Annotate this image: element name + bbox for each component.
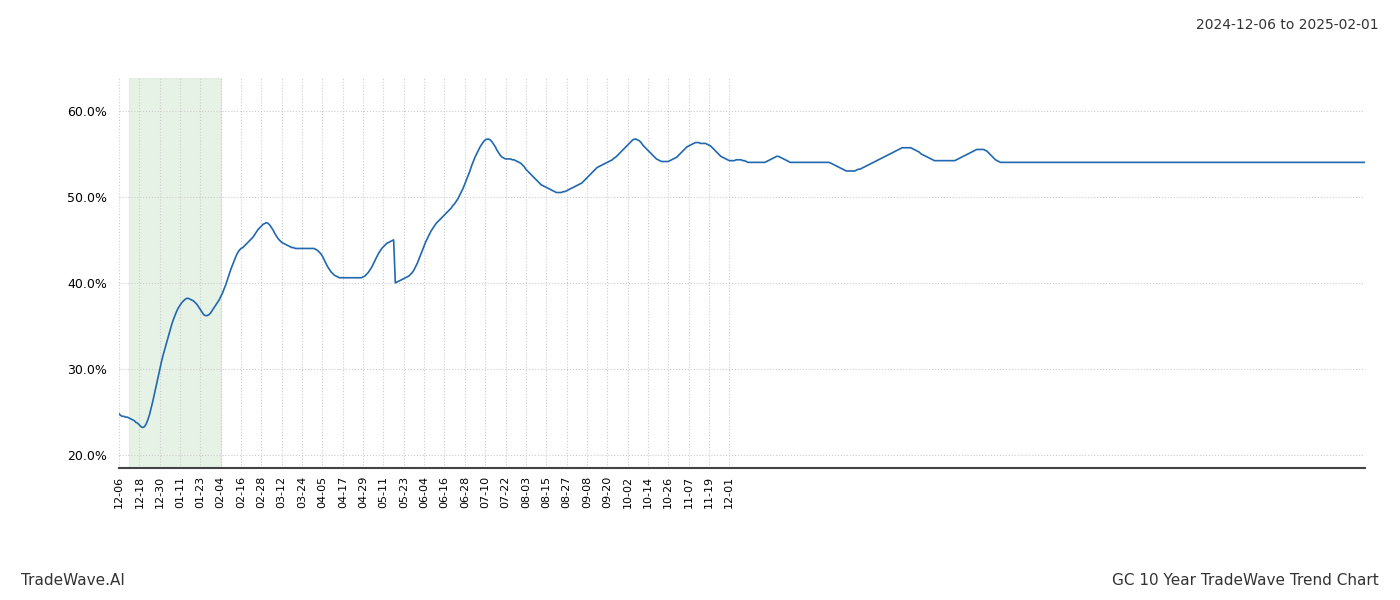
Text: TradeWave.AI: TradeWave.AI [21,573,125,588]
Text: GC 10 Year TradeWave Trend Chart: GC 10 Year TradeWave Trend Chart [1112,573,1379,588]
Text: 2024-12-06 to 2025-02-01: 2024-12-06 to 2025-02-01 [1197,18,1379,32]
Bar [129,78,221,468]
